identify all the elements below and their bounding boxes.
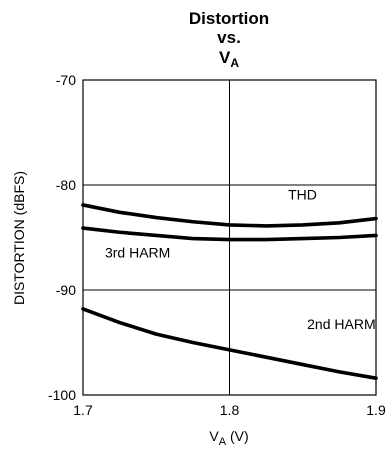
y-tick-labels: -100 -90 -80 -70 bbox=[48, 72, 76, 403]
x-axis-label: VA (V) bbox=[209, 428, 248, 448]
chart-title-va-main: V bbox=[219, 48, 231, 67]
y-tick-label: -70 bbox=[56, 72, 76, 88]
x-tick-label: 1.9 bbox=[366, 402, 386, 418]
grid-lines bbox=[83, 80, 376, 395]
chart-title-line2: vs. bbox=[217, 28, 241, 47]
x-tick-label: 1.7 bbox=[73, 402, 93, 418]
series-label: THD bbox=[288, 187, 317, 203]
data-curves bbox=[81, 203, 378, 381]
series-line-thd bbox=[81, 203, 378, 228]
chart-title-va-sub: A bbox=[230, 56, 239, 70]
series-label: 2nd HARM bbox=[307, 316, 375, 332]
y-axis-label: DISTORTION (dBFS) bbox=[11, 171, 27, 305]
series-label: 3rd HARM bbox=[105, 244, 170, 260]
y-tick-label: -100 bbox=[48, 387, 76, 403]
plot-frame bbox=[82, 79, 377, 396]
x-axis-label-sub: A bbox=[219, 436, 227, 448]
x-axis-label-rest: (V) bbox=[226, 428, 249, 444]
x-tick-labels: 1.7 1.8 1.9 bbox=[73, 402, 386, 418]
series-line-2nd-harm bbox=[81, 307, 378, 381]
chart-title-line3: VA bbox=[219, 48, 239, 70]
x-tick-label: 1.8 bbox=[220, 402, 240, 418]
curve-annotations: THD 3rd HARM 2nd HARM bbox=[105, 187, 376, 332]
series-line-3rd-harm bbox=[81, 226, 378, 242]
y-tick-label: -90 bbox=[56, 282, 76, 298]
y-tick-label: -80 bbox=[56, 177, 76, 193]
x-axis-label-main: V bbox=[209, 428, 219, 444]
chart-title-line1: Distortion bbox=[189, 9, 269, 28]
